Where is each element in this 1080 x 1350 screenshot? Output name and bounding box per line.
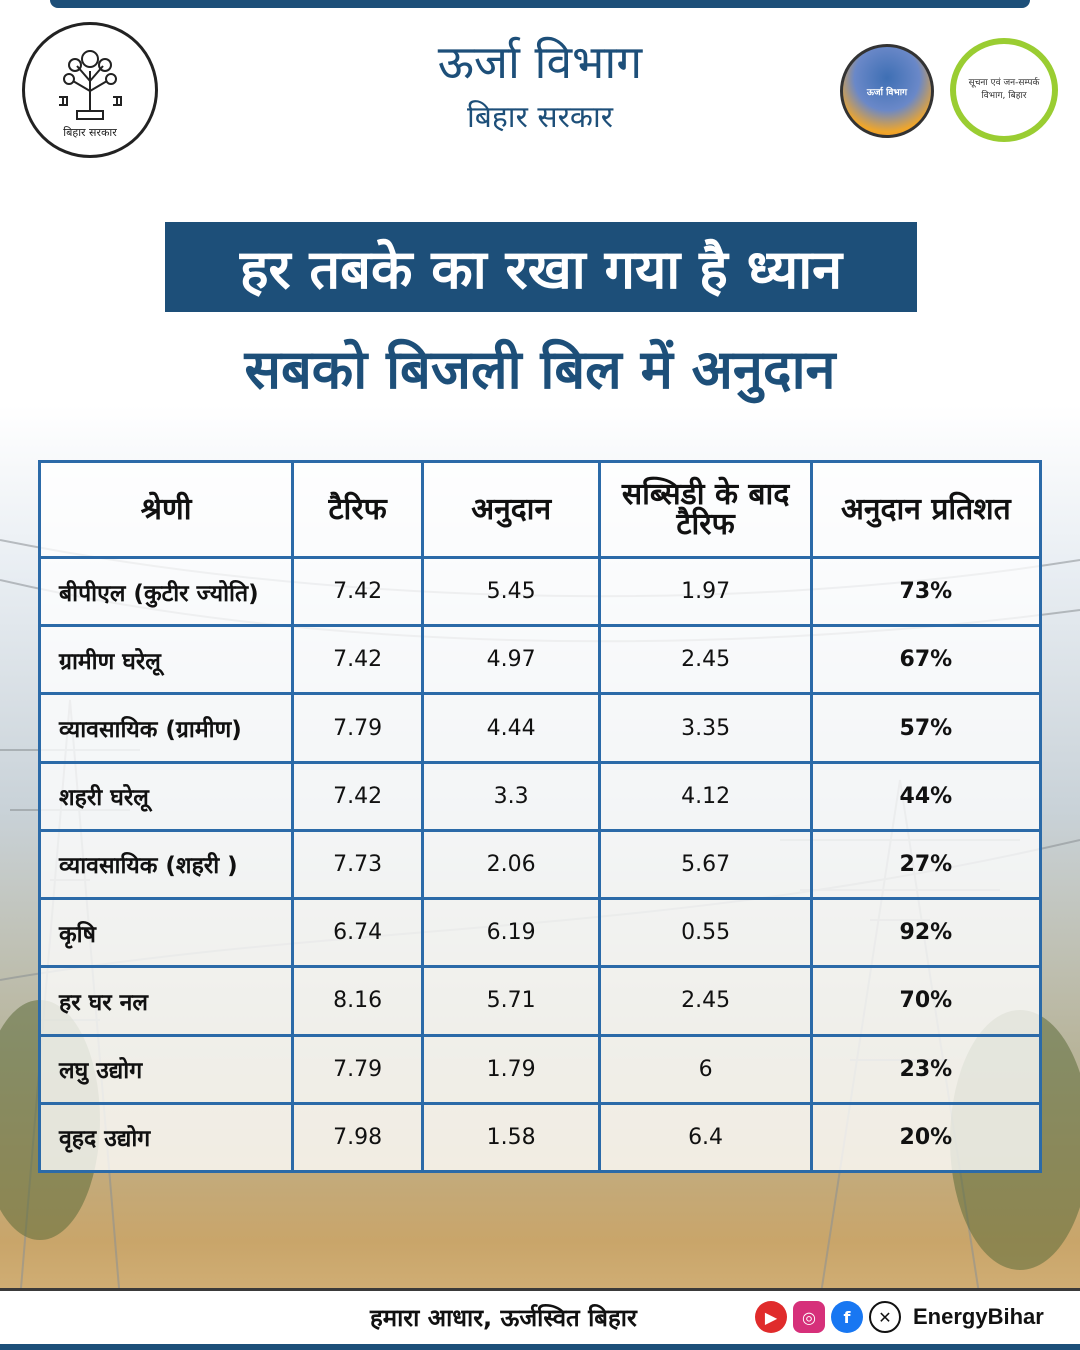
subsidy-cell: 4.44 [420,692,602,764]
percent-cell: 23% [809,1033,1043,1105]
net-tariff-cell: 1.97 [598,555,813,628]
category-cell: शहरी घरेलू [37,760,295,832]
category-cell: वृहद उद्योग [37,1101,295,1174]
column-header-category: श्रेणी [37,460,295,559]
percent-cell: 70% [809,965,1043,1037]
net-tariff-cell: 5.67 [598,828,813,901]
category-cell: ग्रामीण घरेलू [37,624,295,696]
percent-cell: 20% [809,1101,1043,1174]
ipr-department-logo-text: सूचना एवं जन-सम्पर्क विभाग, बिहार [968,78,1040,101]
table-row: हर घर नल 8.16 5.71 2.45 70% [37,965,1043,1037]
tariff-cell: 7.42 [291,555,424,628]
table-row: शहरी घरेलू 7.42 3.3 4.12 44% [37,760,1043,832]
ipr-department-logo: सूचना एवं जन-सम्पर्क विभाग, बिहार [950,38,1058,142]
table-row: ग्रामीण घरेलू 7.42 4.97 2.45 67% [37,624,1043,696]
department-subtitle: बिहार सरकार [466,100,614,135]
net-tariff-cell: 0.55 [598,897,813,969]
top-accent-bar [50,0,1030,8]
emblem-caption: बिहार सरकार [63,125,117,139]
table-row: बीपीएल (कुटीर ज्योति) 7.42 5.45 1.97 73% [37,555,1043,628]
subsidy-table-container: श्रेणी टैरिफ अनुदान सब्सिडी के बाद टैरिफ… [37,460,1043,1174]
department-title: ऊर्जा विभाग [437,35,643,89]
column-header-tariff-after-subsidy: सब्सिडी के बाद टैरिफ [598,460,813,559]
category-cell: बीपीएल (कुटीर ज्योति) [37,555,295,628]
subsidy-cell: 1.58 [420,1101,602,1174]
percent-cell: 92% [809,897,1043,969]
subsidy-cell: 6.19 [420,897,602,969]
tariff-cell: 7.42 [291,760,424,832]
category-cell: हर घर नल [37,965,295,1037]
headline: हर तबके का रखा गया है ध्यान [239,238,843,301]
percent-cell: 57% [809,692,1043,764]
energy-department-logo: ऊर्जा विभाग [840,44,934,138]
percent-cell: 44% [809,760,1043,832]
category-cell: कृषि [37,897,295,969]
category-cell: लघु उद्योग [37,1033,295,1105]
net-tariff-cell: 3.35 [598,692,813,764]
social-handle[interactable]: EnergyBihar [913,1304,1044,1329]
headline-banner: हर तबके का रखा गया है ध्यान [165,222,917,312]
table-row: कृषि 6.74 6.19 0.55 92% [37,897,1043,969]
subsidy-cell: 1.79 [420,1033,602,1105]
category-cell: व्यावसायिक (ग्रामीण) [37,692,295,764]
subsidy-cell: 3.3 [420,760,602,832]
social-links: ▶ ◎ f ✕ EnergyBihar [755,1301,1044,1333]
table-row: व्यावसायिक (शहरी ) 7.73 2.06 5.67 27% [37,828,1043,901]
tariff-cell: 6.74 [291,897,424,969]
net-tariff-cell: 2.45 [598,624,813,696]
youtube-icon[interactable]: ▶ [755,1301,787,1333]
tariff-cell: 7.79 [291,692,424,764]
tariff-cell: 7.42 [291,624,424,696]
table-row: वृहद उद्योग 7.98 1.58 6.4 20% [37,1101,1043,1174]
category-cell: व्यावसायिक (शहरी ) [37,828,295,901]
tariff-cell: 8.16 [291,965,424,1037]
column-header-tariff: टैरिफ [291,460,424,559]
footer-accent-bar [0,1344,1080,1350]
table-header-row: श्रेणी टैरिफ अनुदान सब्सिडी के बाद टैरिफ… [37,460,1043,559]
subsidy-table: श्रेणी टैरिफ अनुदान सब्सिडी के बाद टैरिफ… [37,460,1043,1174]
tariff-cell: 7.98 [291,1101,424,1174]
net-tariff-cell: 4.12 [598,760,813,832]
instagram-icon[interactable]: ◎ [793,1301,825,1333]
footer: हमारा आधार, ऊर्जस्वित बिहार ▶ ◎ f ✕ Ener… [0,1288,1080,1344]
column-header-subsidy-percent: अनुदान प्रतिशत [809,460,1043,559]
table-row: व्यावसायिक (ग्रामीण) 7.79 4.44 3.35 57% [37,692,1043,764]
percent-cell: 73% [809,555,1043,628]
energy-department-logo-text: ऊर्जा विभाग [866,87,908,98]
net-tariff-cell: 6.4 [598,1101,813,1174]
subheadline: सबको बिजली बिल में अनुदान [244,338,836,401]
net-tariff-cell: 6 [598,1033,813,1105]
facebook-icon[interactable]: f [831,1301,863,1333]
net-tariff-cell: 2.45 [598,965,813,1037]
table-row: लघु उद्योग 7.79 1.79 6 23% [37,1033,1043,1105]
subsidy-cell: 4.97 [420,624,602,696]
subsidy-cell: 2.06 [420,828,602,901]
footer-slogan: हमारा आधार, ऊर्जस्वित बिहार [370,1304,637,1332]
tariff-cell: 7.73 [291,828,424,901]
bodhi-tree-icon [59,49,122,120]
tariff-cell: 7.79 [291,1033,424,1105]
bihar-government-emblem: बिहार सरकार [22,22,158,158]
column-header-subsidy: अनुदान [420,460,602,559]
subsidy-cell: 5.45 [420,555,602,628]
subsidy-cell: 5.71 [420,965,602,1037]
percent-cell: 67% [809,624,1043,696]
x-icon[interactable]: ✕ [869,1301,901,1333]
percent-cell: 27% [809,828,1043,901]
